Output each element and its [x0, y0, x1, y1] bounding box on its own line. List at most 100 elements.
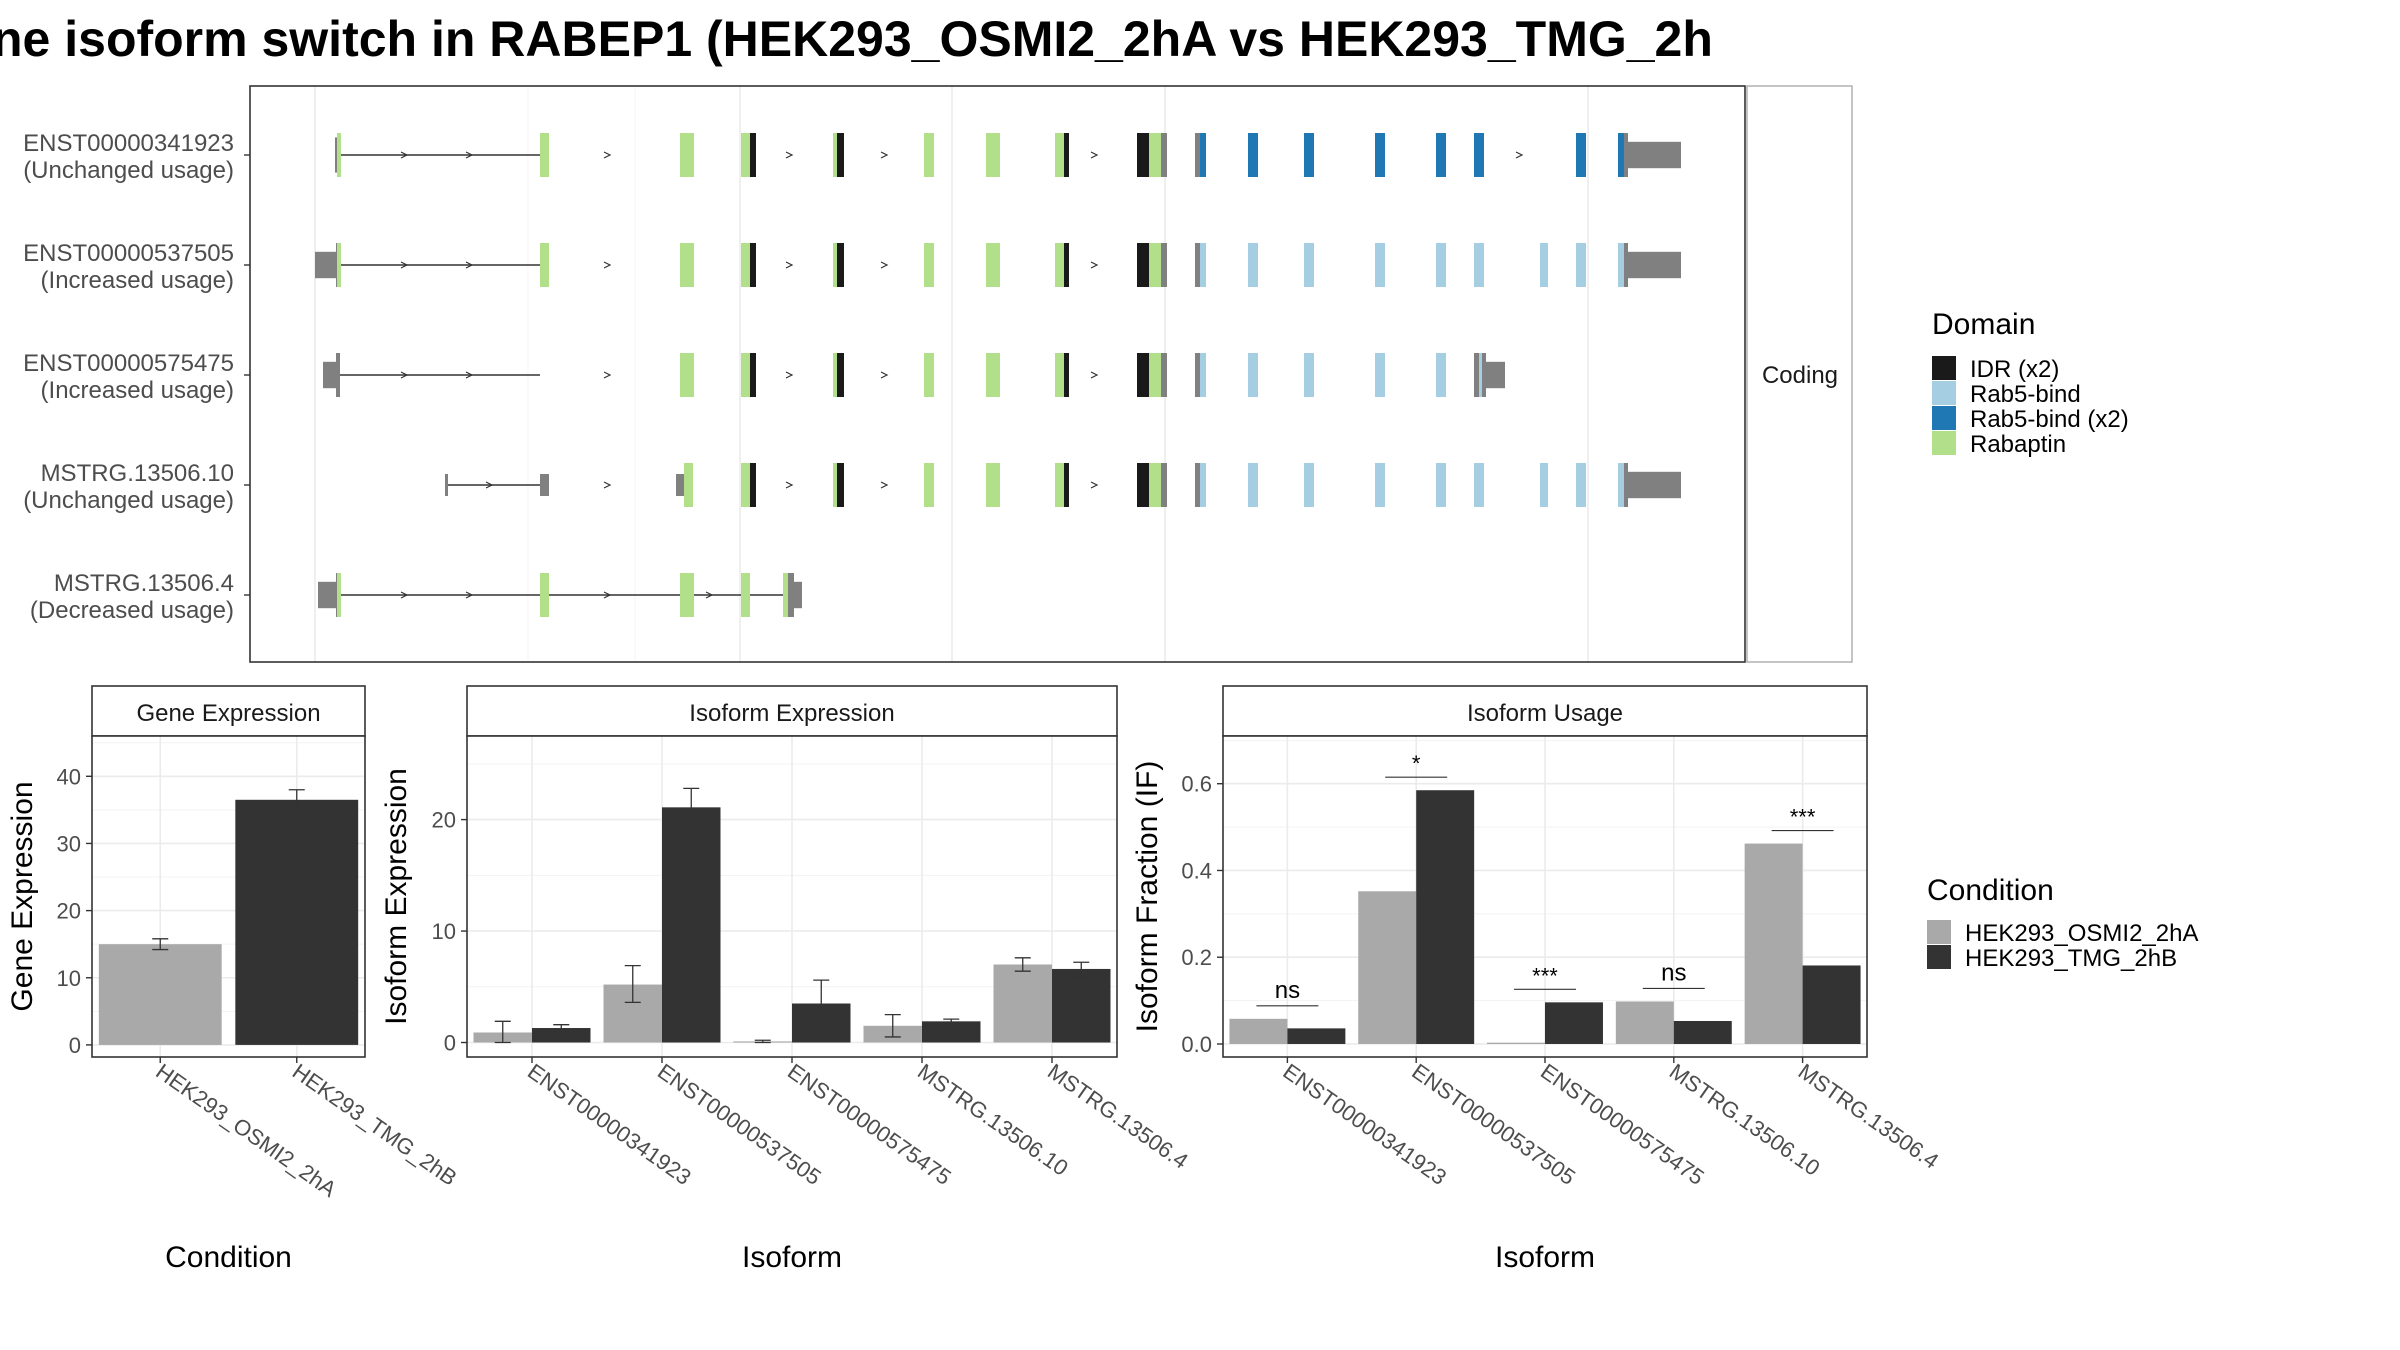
y-tick-label: 30 — [57, 831, 81, 856]
bar — [993, 964, 1052, 1043]
domain-exon — [1618, 463, 1624, 507]
domain-exon — [1304, 353, 1314, 397]
domain-exon — [833, 353, 838, 397]
utr-exon — [1195, 463, 1200, 507]
y-axis-title: Isoform Expression — [380, 768, 413, 1025]
utr-exon — [1628, 141, 1681, 169]
domain-exon — [1064, 133, 1069, 177]
strand-arrow — [1515, 151, 1524, 159]
domain-exon — [1149, 243, 1161, 287]
bar-panel: Isoform Expression01020ENST00000341923EN… — [380, 685, 1193, 1274]
bar — [1052, 968, 1111, 1043]
strand-arrow — [1090, 481, 1099, 489]
strand-arrow — [603, 261, 612, 269]
strand-arrow — [1090, 151, 1099, 159]
domain-exon — [750, 243, 756, 287]
domain-exon — [1055, 463, 1064, 507]
strand-arrow — [1090, 371, 1099, 379]
domain-legend-key — [1932, 381, 1956, 405]
domain-exon — [1137, 353, 1150, 397]
transcript-id-label: ENST00000537505 — [23, 240, 234, 267]
utr-exon — [1195, 133, 1200, 177]
transcript-usage-label: (Unchanged usage) — [23, 487, 234, 514]
bar — [1358, 891, 1417, 1044]
bar — [235, 799, 359, 1045]
transcript-row: ENST00000575475(Increased usage) — [23, 350, 1505, 404]
domain-exon — [986, 243, 1000, 287]
strand-arrow — [400, 151, 409, 159]
utr-exon — [1482, 353, 1486, 397]
strand-arrow — [880, 151, 889, 159]
transcript-id-label: MSTRG.13506.10 — [41, 460, 234, 487]
domain-exon — [924, 133, 934, 177]
domain-exon — [1618, 243, 1624, 287]
domain-exon — [741, 133, 750, 177]
strand-arrow — [785, 261, 794, 269]
utr-exon — [315, 251, 336, 279]
bar — [1802, 965, 1861, 1044]
domain-exon — [1064, 463, 1069, 507]
domain-exon — [1375, 353, 1385, 397]
bar — [1287, 1028, 1346, 1044]
domain-legend-key — [1932, 431, 1956, 455]
domain-exon — [680, 243, 694, 287]
significance-label: * — [1412, 751, 1421, 776]
bar — [1744, 843, 1803, 1044]
domain-exon — [1200, 463, 1206, 507]
domain-exon — [837, 463, 844, 507]
domain-exon — [833, 463, 838, 507]
significance-label: *** — [1532, 963, 1558, 988]
domain-exon — [680, 573, 694, 617]
strand-arrow — [465, 151, 474, 159]
utr-exon — [676, 474, 684, 496]
domain-exon — [1149, 353, 1161, 397]
domain-exon — [1149, 133, 1161, 177]
transcript-usage-label: (Unchanged usage) — [23, 157, 234, 184]
bar — [532, 1028, 591, 1043]
domain-exon — [1137, 463, 1150, 507]
utr-exon — [1628, 471, 1681, 499]
utr-exon — [445, 474, 448, 496]
domain-legend-key — [1932, 356, 1956, 380]
domain-exon — [1200, 133, 1206, 177]
domain-exon — [1064, 353, 1069, 397]
panel-strip — [91, 685, 366, 737]
domain-exon — [1576, 243, 1586, 287]
domain-exon — [741, 243, 750, 287]
y-tick-label: 0.2 — [1181, 945, 1212, 970]
strand-arrow — [785, 371, 794, 379]
y-tick-label: 20 — [432, 808, 456, 833]
bar-chart-panels: Gene Expression010203040HEK293_OSMI2_2hA… — [6, 685, 1943, 1274]
domain-exon — [1248, 353, 1258, 397]
domain-exon — [540, 133, 549, 177]
domain-exon — [741, 463, 750, 507]
transcript-id-label: ENST00000341923 — [23, 130, 234, 157]
bar — [1673, 1020, 1732, 1044]
utr-exon — [1624, 133, 1628, 177]
domain-exon — [1436, 133, 1446, 177]
domain-exon — [741, 353, 750, 397]
y-tick-label: 40 — [57, 764, 81, 789]
domain-exon — [986, 353, 1000, 397]
domain-exon — [1248, 243, 1258, 287]
domain-exon — [1436, 463, 1446, 507]
utr-exon — [1195, 243, 1200, 287]
domain-exon — [337, 243, 341, 287]
bar — [98, 944, 222, 1045]
domain-exon — [750, 463, 756, 507]
domain-exon — [750, 133, 756, 177]
y-tick-label: 0.6 — [1181, 772, 1212, 797]
significance-label: ns — [1661, 959, 1686, 986]
transcript-row: MSTRG.13506.10(Unchanged usage) — [23, 460, 1681, 514]
domain-legend-key — [1932, 406, 1956, 430]
domain-exon — [1304, 133, 1314, 177]
strand-arrow — [705, 591, 714, 599]
domain-exon — [1474, 463, 1484, 507]
panel-title: Isoform Expression — [689, 700, 894, 727]
structure-border — [249, 85, 1746, 663]
transcript-usage-label: (Decreased usage) — [30, 597, 234, 624]
domain-exon — [1436, 353, 1446, 397]
